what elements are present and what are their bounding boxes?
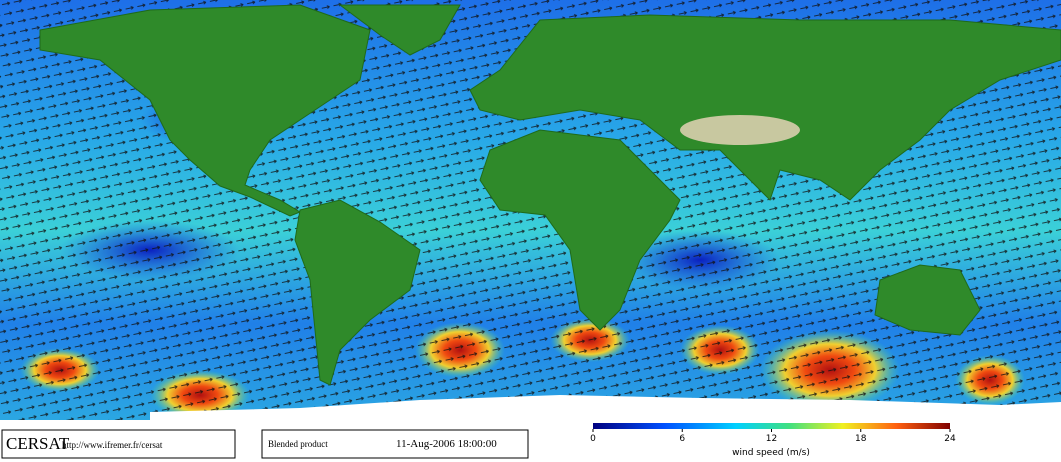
colorbar-tick-label: 18	[855, 434, 867, 444]
logo-box	[1, 429, 236, 459]
url: http://www.ifremer.fr/cersat	[62, 440, 163, 450]
date: 11-Aug-2006 18:00:00	[396, 438, 497, 450]
colorbar-tick-label: 6	[679, 434, 685, 444]
logo: CERSAT	[6, 434, 70, 453]
colorbar-tick-label: 12	[766, 434, 777, 444]
product: Blended product	[268, 439, 328, 449]
product-box	[261, 429, 529, 459]
colorbar-tick-label: 0	[590, 434, 596, 444]
continents	[39, 4, 1061, 386]
colorbar-label: wind speed (m/s)	[732, 448, 810, 458]
colorbar	[593, 423, 950, 429]
colorbar-tick-label: 24	[944, 434, 956, 444]
colorbar-ticks: 0 6 12 18 24	[590, 429, 956, 444]
